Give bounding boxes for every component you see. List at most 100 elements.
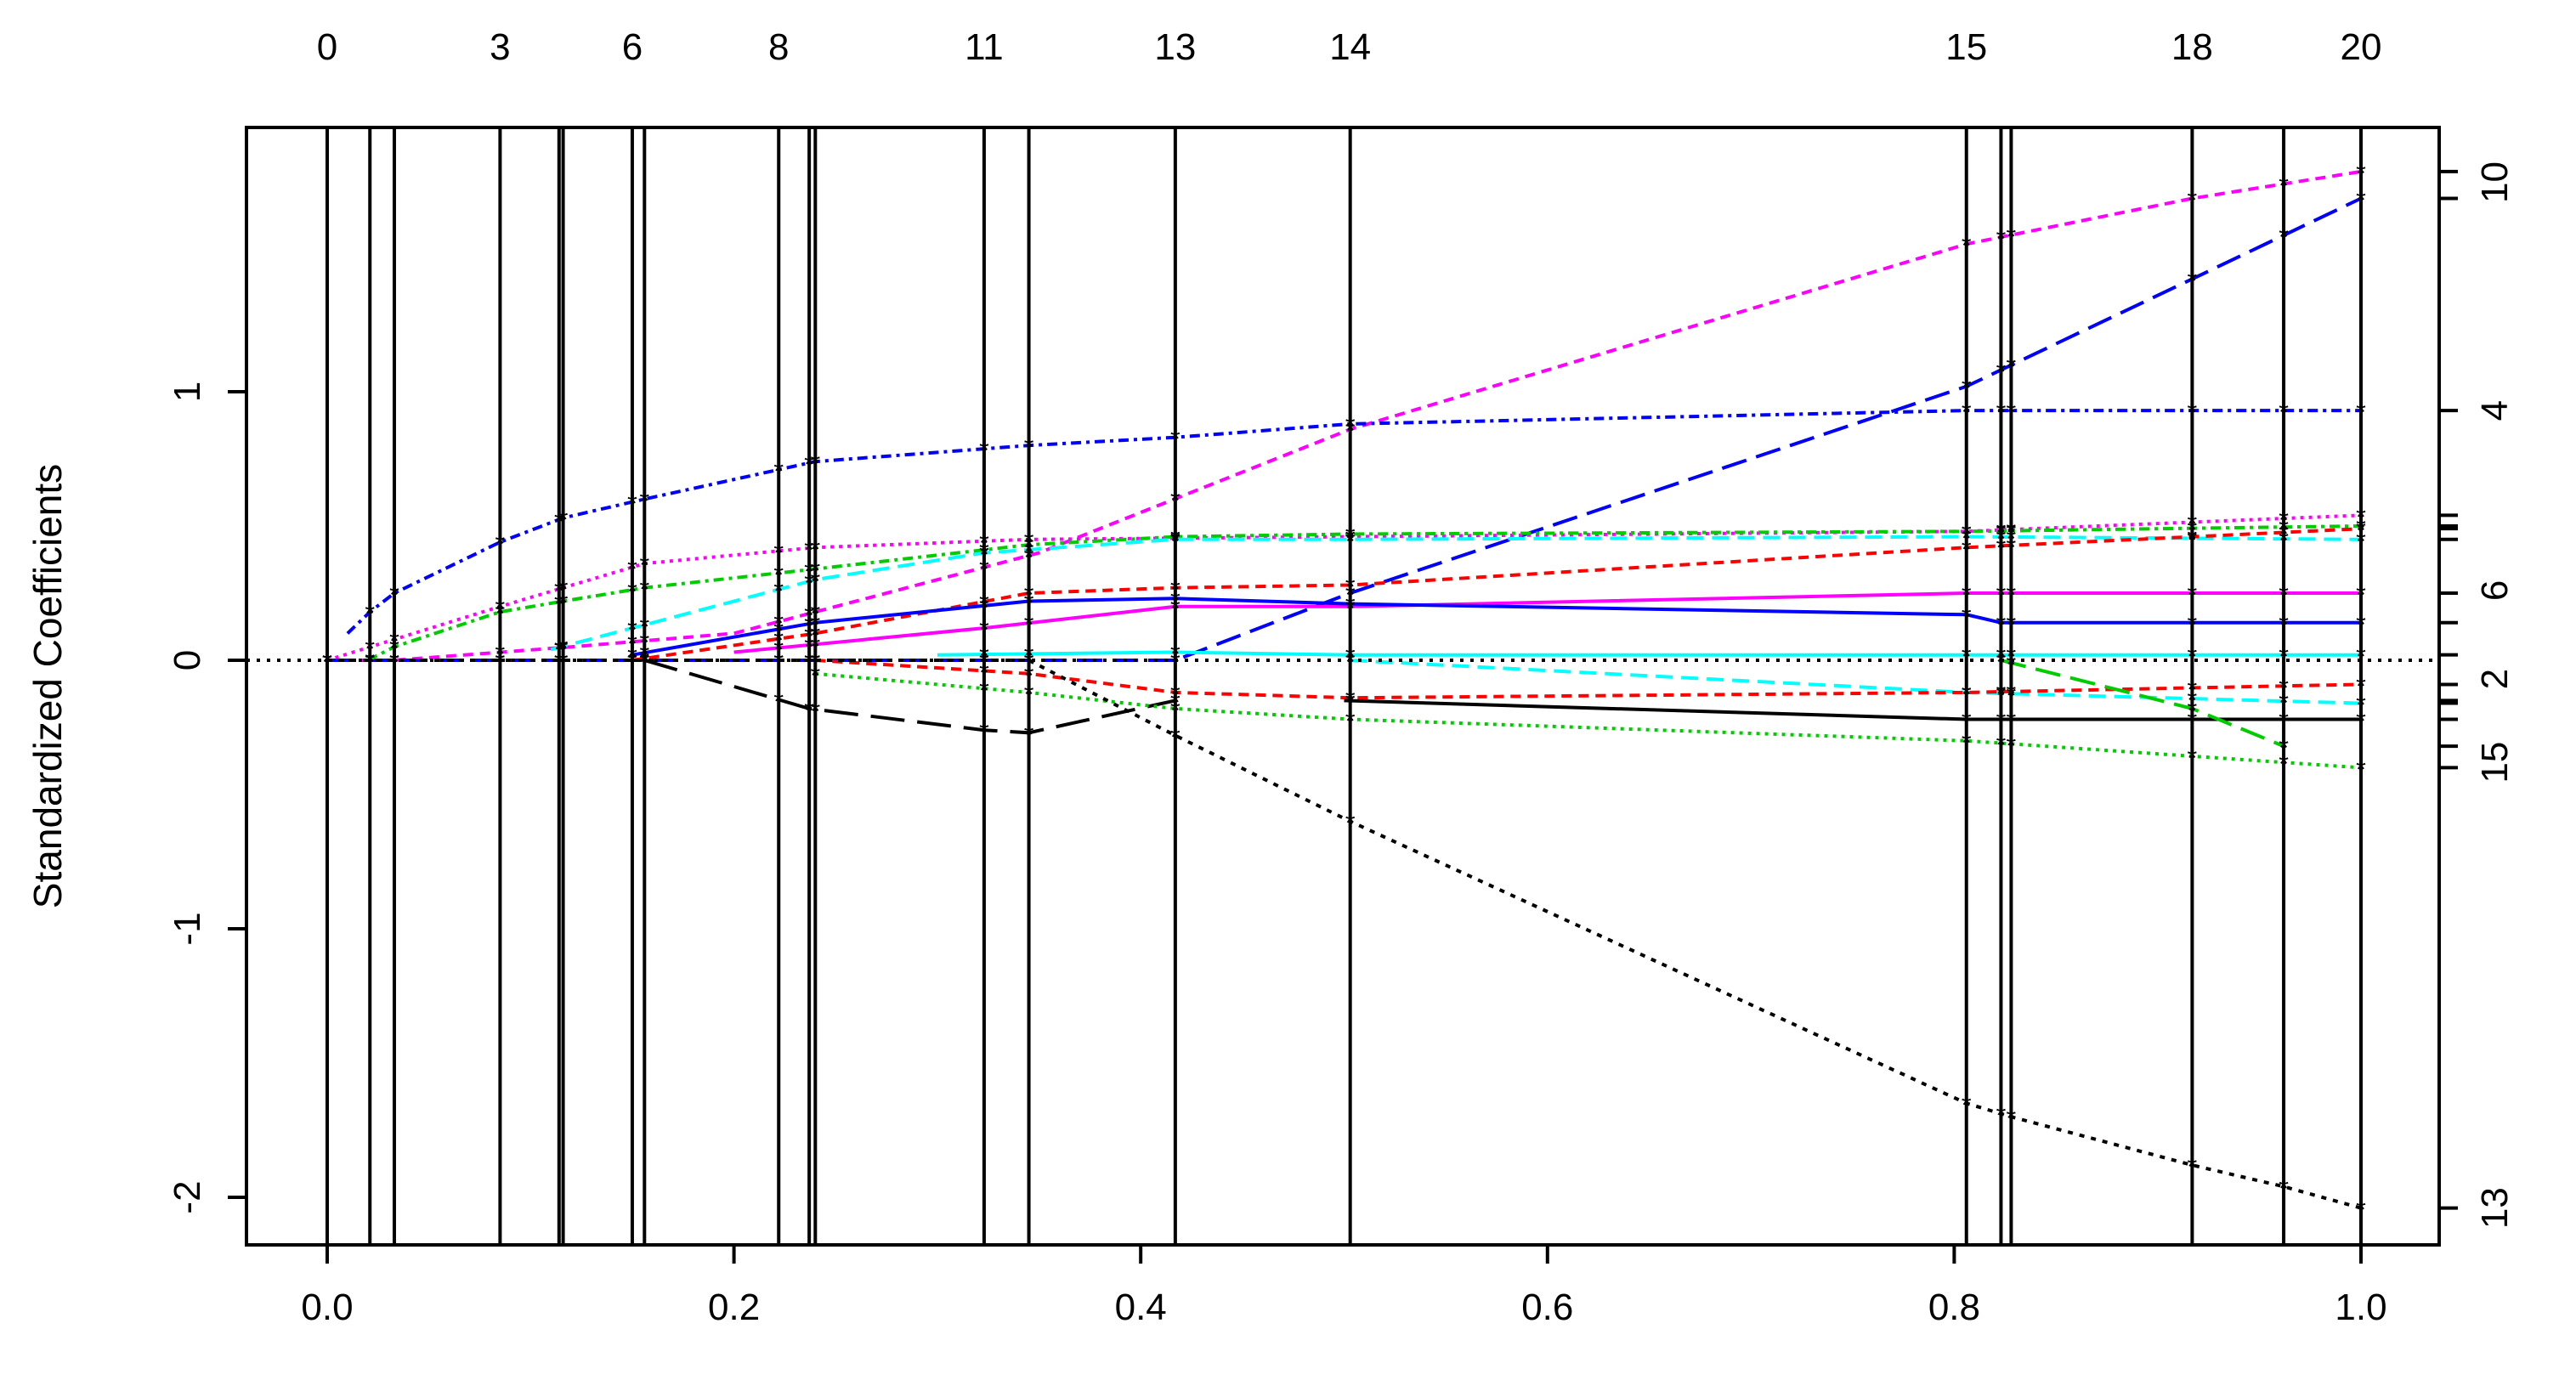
step-marker: * xyxy=(1345,643,1356,671)
step-marker: * xyxy=(2007,519,2017,547)
step-marker: * xyxy=(558,506,569,534)
top-tick-label: 6 xyxy=(622,26,643,68)
step-marker: * xyxy=(1024,581,1034,609)
step-marker: * xyxy=(2007,525,2017,553)
step-marker: * xyxy=(804,648,814,676)
step-marker: * xyxy=(773,648,784,676)
step-marker: * xyxy=(2007,581,2017,609)
step-marker: * xyxy=(979,616,989,644)
step-marker: * xyxy=(773,636,784,664)
step-marker: * xyxy=(554,636,564,664)
step-marker: * xyxy=(639,648,649,676)
step-marker: * xyxy=(1345,525,1356,553)
step-marker: * xyxy=(804,569,814,597)
step-marker: * xyxy=(2356,755,2366,783)
step-marker: * xyxy=(554,648,564,676)
step-marker: * xyxy=(627,490,637,518)
step-marker: * xyxy=(322,648,332,676)
step-marker: * xyxy=(804,633,814,661)
step-marker: * xyxy=(1024,533,1034,561)
step-marker: * xyxy=(1170,526,1180,554)
step-marker: * xyxy=(2188,267,2198,295)
step-marker: * xyxy=(2356,514,2366,542)
coefficient-path-1 xyxy=(327,169,2362,662)
step-marker: * xyxy=(810,621,820,649)
step-marker: * xyxy=(804,648,814,676)
step-marker: * xyxy=(2188,643,2198,671)
step-marker: * xyxy=(1996,682,2007,710)
step-marker: * xyxy=(1962,708,1972,736)
step-marker: * xyxy=(495,595,506,623)
step-marker: * xyxy=(2007,651,2017,679)
step-marker: * xyxy=(2279,611,2289,639)
step-marker: * xyxy=(2279,750,2289,778)
step-marker: * xyxy=(2356,611,2366,639)
top-tick-label: 3 xyxy=(490,26,510,68)
step-marker: * xyxy=(495,648,506,676)
step-marker: * xyxy=(2188,687,2198,715)
step-marker: * xyxy=(627,643,637,671)
step-marker: * xyxy=(389,648,399,676)
step-marker: * xyxy=(979,437,989,465)
step-marker: * xyxy=(322,648,332,676)
step-marker: * xyxy=(389,581,399,609)
step-marker: * xyxy=(2007,732,2017,760)
coefficient-path-12 xyxy=(815,659,2362,700)
step-marker: * xyxy=(365,600,375,628)
step-marker: * xyxy=(810,568,820,596)
step-marker: * xyxy=(804,602,814,630)
step-marker: * xyxy=(2279,674,2289,702)
step-marker: * xyxy=(773,458,784,486)
step-marker: * xyxy=(804,536,814,564)
step-marker: * xyxy=(495,648,506,676)
step-marker: * xyxy=(1345,689,1356,717)
right-tick-label: 15 xyxy=(2474,742,2516,783)
step-marker: * xyxy=(389,627,399,655)
step-marker: * xyxy=(1345,581,1356,609)
step-marker: * xyxy=(1345,810,1356,838)
step-marker: * xyxy=(558,636,569,664)
step-marker: * xyxy=(1962,581,1972,609)
step-marker: * xyxy=(2279,520,2289,548)
step-marker: * xyxy=(1962,519,1972,547)
step-marker: * xyxy=(1170,426,1180,454)
step-marker: * xyxy=(1996,518,2007,546)
step-marker: * xyxy=(1962,399,1972,427)
coefficient-path-3 xyxy=(346,409,2361,635)
step-marker: * xyxy=(627,648,637,676)
step-marker: * xyxy=(2007,611,2017,639)
step-marker: * xyxy=(2356,528,2366,556)
step-marker: * xyxy=(2188,611,2198,639)
step-marker: * xyxy=(773,609,784,637)
step-marker: * xyxy=(639,613,649,641)
step-marker: * xyxy=(1996,1102,2007,1130)
step-marker: * xyxy=(979,541,989,569)
step-marker: * xyxy=(773,648,784,676)
step-marker: * xyxy=(1996,534,2007,562)
step-marker: * xyxy=(1024,662,1034,690)
step-marker: * xyxy=(979,538,989,566)
step-marker: * xyxy=(1170,648,1180,676)
step-marker: * xyxy=(554,636,564,664)
step-marker: * xyxy=(1996,358,2007,386)
step-marker: * xyxy=(1345,417,1356,445)
step-marker: * xyxy=(1962,643,1972,671)
step-marker: * xyxy=(979,590,989,618)
step-marker: * xyxy=(773,561,784,589)
step-marker: * xyxy=(1024,528,1034,556)
step-marker: * xyxy=(2007,708,2017,736)
step-marker: * xyxy=(2279,581,2289,609)
top-tick-label: 0 xyxy=(317,26,337,68)
step-marker: * xyxy=(979,642,989,670)
step-marker: * xyxy=(1962,519,1972,547)
step-marker: * xyxy=(365,635,375,663)
x-tick-label: 0.0 xyxy=(301,1287,353,1328)
top-tick-label: 14 xyxy=(1329,26,1371,68)
step-marker: * xyxy=(1024,433,1034,461)
step-marker: * xyxy=(639,551,649,580)
step-marker: * xyxy=(639,576,649,604)
step-marker: * xyxy=(1962,729,1972,757)
step-lines-group xyxy=(326,127,2363,1245)
step-marker: * xyxy=(773,578,784,606)
step-marker: * xyxy=(2188,510,2198,538)
